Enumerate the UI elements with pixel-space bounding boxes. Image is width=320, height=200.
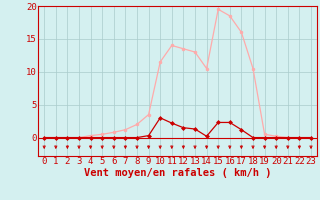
X-axis label: Vent moyen/en rafales ( km/h ): Vent moyen/en rafales ( km/h ) <box>84 168 271 178</box>
